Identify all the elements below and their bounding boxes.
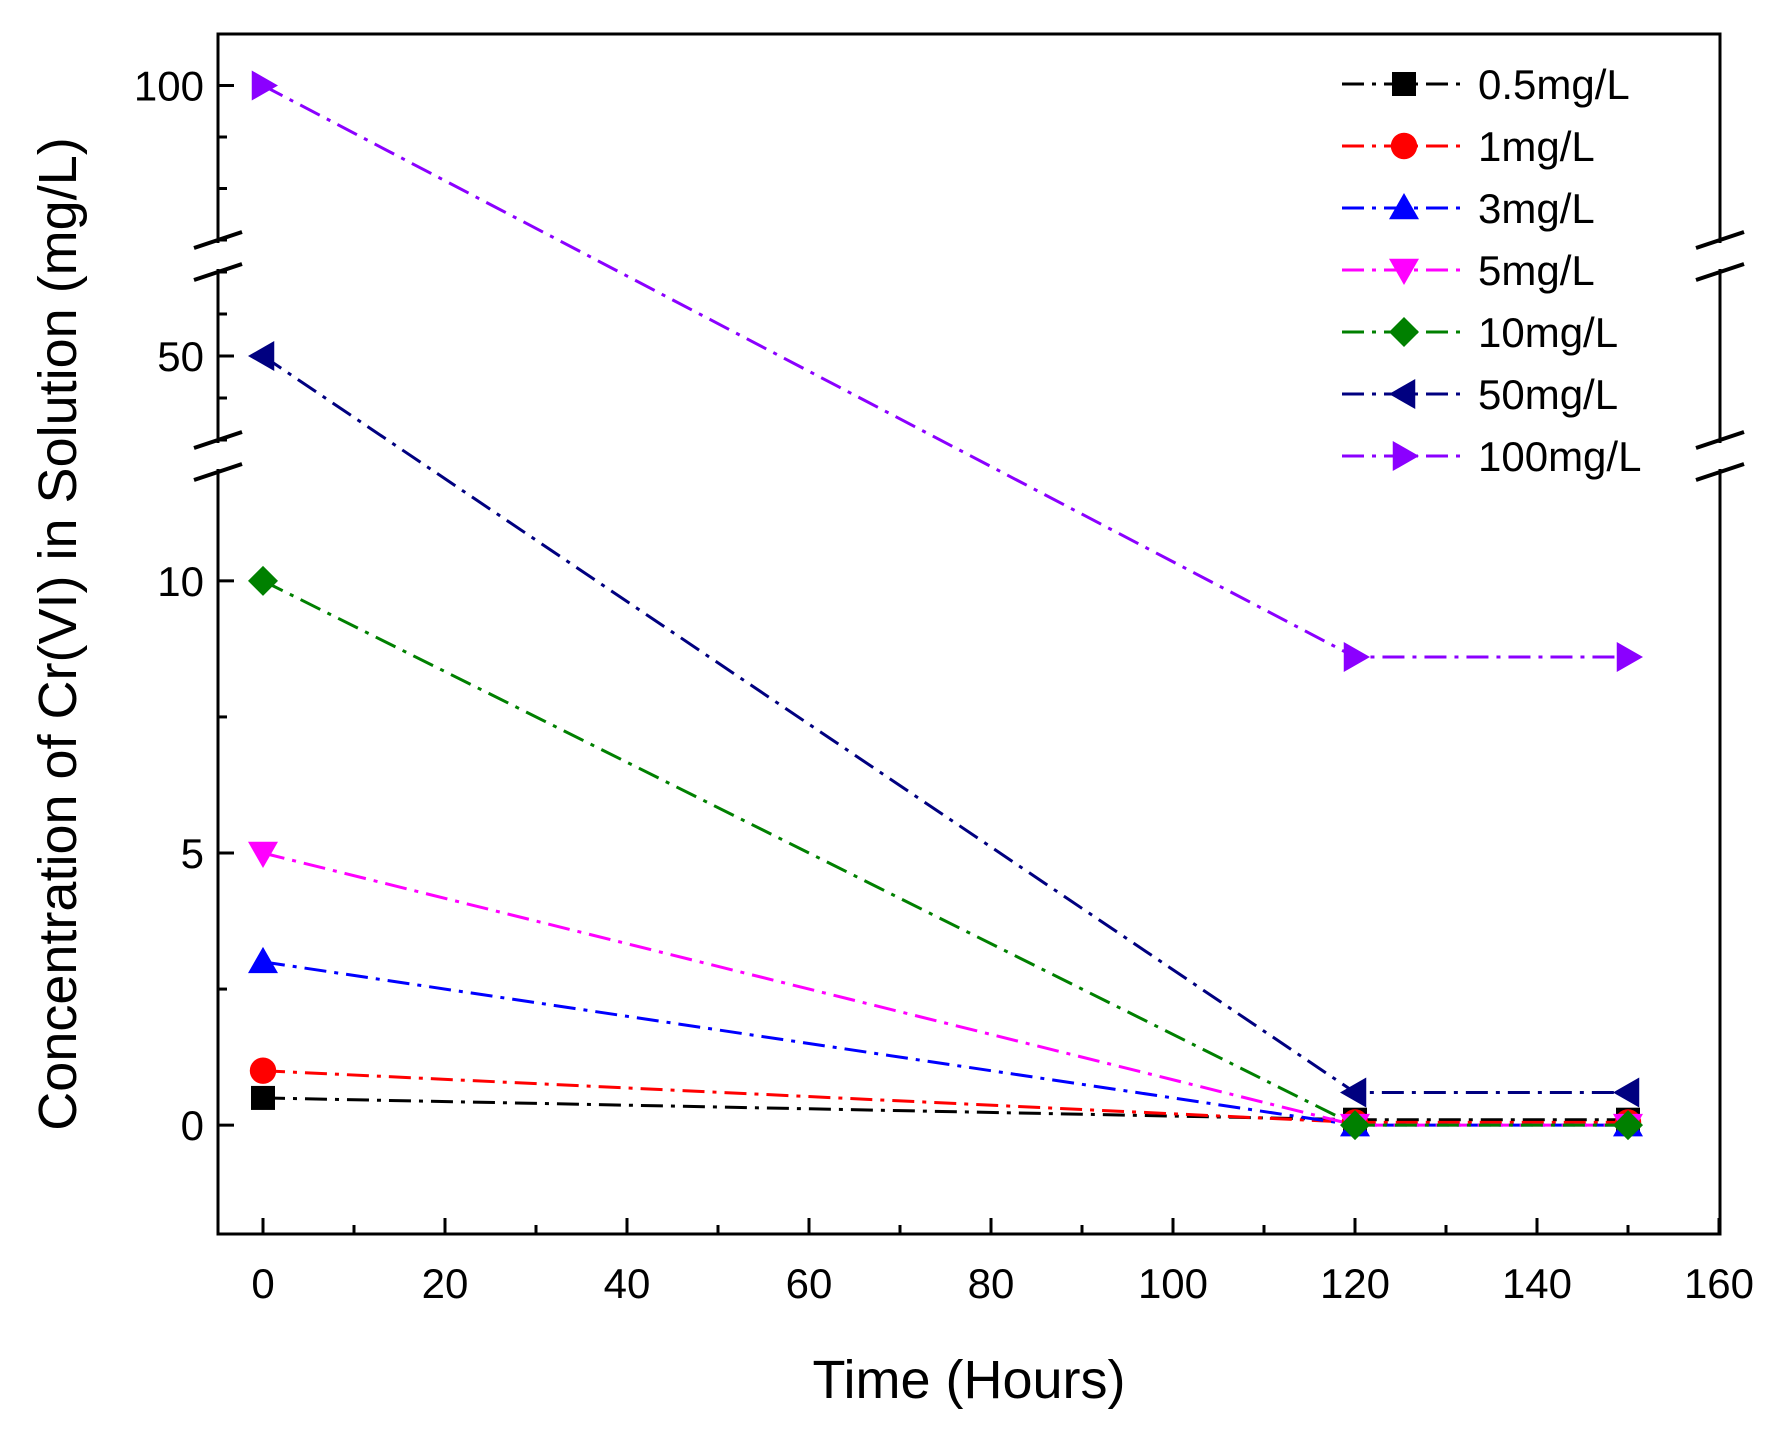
axis-break-slash (1695, 230, 1745, 250)
markers-group (248, 70, 1643, 1141)
series-line (262, 579, 1628, 1127)
x-tick-label: 160 (1684, 1260, 1754, 1307)
series-group (262, 84, 1628, 1127)
legend-marker (1392, 72, 1416, 96)
x-tick-label: 40 (604, 1260, 651, 1307)
legend-label: 3mg/L (1478, 185, 1595, 232)
data-point (248, 565, 278, 596)
axis-break-slash (193, 262, 243, 282)
axis-break-slash (1695, 462, 1745, 482)
legend: 0.5mg/L 1mg/L 3mg/L 5mg/L 10mg/L 50mg/L 100mg/… (1342, 61, 1641, 480)
y-tick-label: 0 (181, 1102, 204, 1149)
legend-label: 0.5mg/L (1478, 61, 1630, 108)
data-point (1613, 1110, 1643, 1141)
data-point (1343, 642, 1370, 673)
legend-marker (1389, 193, 1419, 220)
axis-break-slash (193, 230, 243, 250)
legend-marker (1389, 258, 1419, 285)
axis-break-gap (212, 443, 224, 469)
series-line (262, 960, 1628, 1127)
legend-label: 1mg/L (1478, 123, 1595, 170)
legend-marker (1390, 132, 1418, 160)
y-tick-label: 10 (157, 558, 204, 605)
x-tick-label: 100 (1138, 1260, 1208, 1307)
axis-break-slash (193, 462, 243, 482)
axis-break-slash (1695, 262, 1745, 282)
legend-label: 100mg/L (1478, 433, 1641, 480)
axis-break-gap (1714, 443, 1726, 469)
data-point (1340, 1077, 1367, 1108)
legend-label: 50mg/L (1478, 371, 1618, 418)
x-tick-label: 80 (968, 1260, 1015, 1307)
axis-break-gap (212, 243, 224, 269)
y-tick-label: 100 (134, 63, 204, 110)
axis-break-slash (193, 430, 243, 450)
y-tick-label: 50 (157, 333, 204, 380)
x-tick-label: 60 (786, 1260, 833, 1307)
x-tick-label: 0 (251, 1260, 274, 1307)
x-tick-label: 120 (1320, 1260, 1390, 1307)
data-point (1340, 1110, 1370, 1141)
legend-marker (1389, 317, 1419, 347)
x-axis-title: Time (Hours) (812, 1350, 1125, 1410)
series-line (262, 851, 1628, 1127)
series-line (262, 354, 1628, 1094)
series-line (262, 1069, 1628, 1124)
data-point (1613, 1077, 1640, 1108)
series-line (262, 1096, 1628, 1122)
x-tick-label: 20 (422, 1260, 469, 1307)
x-tick-label: 140 (1502, 1260, 1572, 1307)
data-point (248, 841, 278, 868)
axis-break-marks (193, 230, 1745, 482)
axis-break-gap (1714, 243, 1726, 269)
x-tick-labels: 0 20 40 60 80 100 120 140 160 (251, 1260, 1754, 1307)
axis-break-slash (1695, 430, 1745, 450)
plot-border (216, 32, 1722, 1236)
data-point (248, 946, 278, 974)
y-axis-title: Concentration of Cr(VI) in Solution (mg/… (28, 137, 88, 1130)
y-tick-label: 5 (181, 830, 204, 877)
legend-marker (1392, 441, 1419, 471)
data-point (251, 1085, 275, 1110)
data-point (248, 341, 275, 371)
series-line (262, 84, 1628, 659)
legend-marker (1389, 379, 1416, 409)
y-tick-labels: 0 5 10 50 100 (134, 63, 204, 1150)
data-point (1616, 642, 1643, 673)
data-point (249, 1057, 277, 1084)
plot-frame (216, 32, 1722, 1236)
legend-label: 5mg/L (1478, 247, 1595, 294)
legend-label: 10mg/L (1478, 309, 1618, 356)
data-point (251, 70, 278, 101)
